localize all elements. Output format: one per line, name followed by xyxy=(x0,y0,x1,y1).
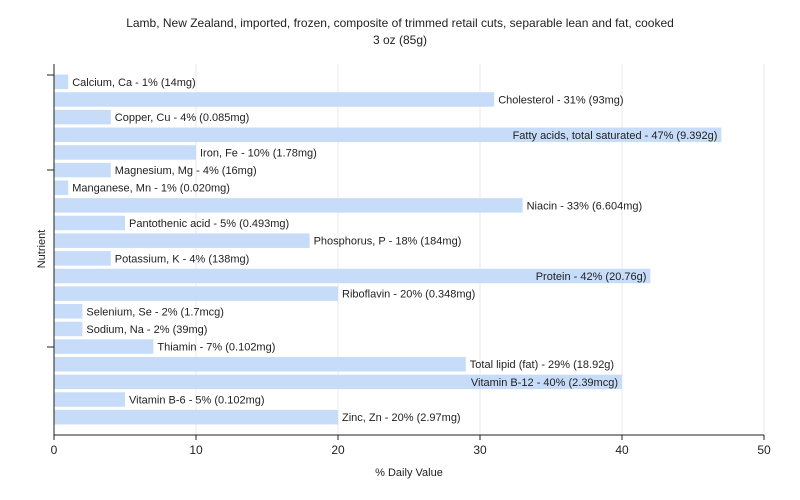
bar xyxy=(54,74,69,90)
bar-label: Vitamin B-6 - 5% (0.102mg) xyxy=(129,395,265,407)
x-axis-label: % Daily Value xyxy=(375,467,443,479)
bar-label: Riboflavin - 20% (0.348mg) xyxy=(342,289,475,301)
bar xyxy=(54,127,722,143)
bar xyxy=(54,286,338,301)
bar-label: Zinc, Zn - 20% (2.97mg) xyxy=(342,412,461,424)
bar-label: Sodium, Na - 2% (39mg) xyxy=(86,324,207,336)
bar-label: Pantothenic acid - 5% (0.493mg) xyxy=(129,218,289,230)
bar xyxy=(54,92,495,107)
bar xyxy=(54,180,69,195)
bar xyxy=(54,233,310,248)
bar-labels: Calcium, Ca - 1% (14mg) Cholesterol - 31%… xyxy=(72,77,717,424)
bar xyxy=(54,109,111,125)
bar xyxy=(54,251,111,266)
bar xyxy=(54,215,125,231)
bar xyxy=(54,339,154,354)
bar xyxy=(54,304,83,319)
bar-label: Magnesium, Mg - 4% (16mg) xyxy=(115,165,257,177)
bar-label: Niacin - 33% (6.604mg) xyxy=(527,200,643,212)
bar xyxy=(54,321,83,337)
y-axis-ticks xyxy=(47,74,54,348)
x-tick-label: 0 xyxy=(51,443,58,457)
bar-label: Phosphorus, P - 18% (184mg) xyxy=(314,236,462,248)
y-axis-label: Nutrient xyxy=(36,230,48,269)
bar xyxy=(54,356,466,372)
x-tick-label: 40 xyxy=(615,443,629,457)
bar xyxy=(54,392,125,407)
bar-label: Iron, Fe - 10% (1.78mg) xyxy=(200,147,317,159)
bar-label: Cholesterol - 31% (93mg) xyxy=(498,94,623,106)
bar xyxy=(54,409,338,425)
bar-label: Fatty acids, total saturated - 47% (9.39… xyxy=(513,130,718,142)
bar-label: Potassium, K - 4% (138mg) xyxy=(115,253,250,265)
bar-label: Protein - 42% (20.76g) xyxy=(536,271,647,283)
bar-label: Manganese, Mn - 1% (0.020mg) xyxy=(72,183,230,195)
x-tick-label: 10 xyxy=(189,443,203,457)
bar xyxy=(54,145,196,160)
x-axis-ticks: 0 10 20 30 40 50 xyxy=(51,435,771,457)
bar xyxy=(54,374,622,390)
x-tick-label: 50 xyxy=(757,443,771,457)
chart-title: Lamb, New Zealand, imported, frozen, com… xyxy=(126,16,674,30)
bar xyxy=(54,268,651,284)
bar xyxy=(54,162,111,178)
bars xyxy=(54,74,722,425)
bar-label: Calcium, Ca - 1% (14mg) xyxy=(72,77,195,89)
bar-label: Thiamin - 7% (0.102mg) xyxy=(157,342,275,354)
bar-label: Total lipid (fat) - 29% (18.92g) xyxy=(470,359,614,371)
bar xyxy=(54,198,523,213)
bar-label: Vitamin B-12 - 40% (2.39mcg) xyxy=(471,377,618,389)
grid-lines xyxy=(195,64,765,435)
x-tick-label: 30 xyxy=(473,443,487,457)
bar-label: Selenium, Se - 2% (1.7mcg) xyxy=(86,306,224,318)
x-tick-label: 20 xyxy=(331,443,345,457)
chart-subtitle: 3 oz (85g) xyxy=(373,33,427,47)
bar-label: Copper, Cu - 4% (0.085mg) xyxy=(115,112,250,124)
